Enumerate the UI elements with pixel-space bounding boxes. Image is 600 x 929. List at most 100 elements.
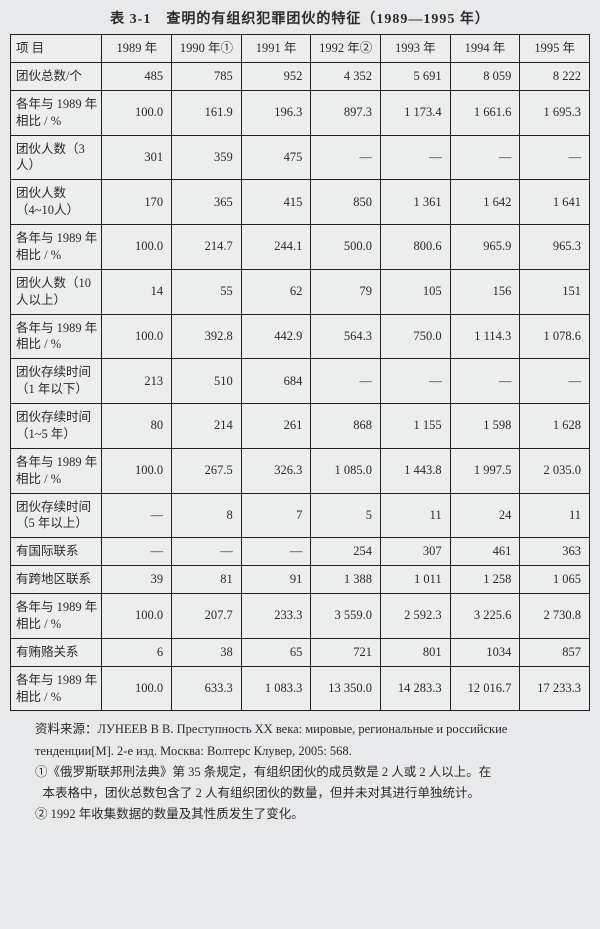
- cell-value: 2 035.0: [520, 448, 590, 493]
- cell-value: 1 695.3: [520, 90, 590, 135]
- cell-value: 214.7: [172, 225, 242, 270]
- cell-value: 213: [102, 359, 172, 404]
- cell-value: 8 059: [450, 62, 520, 90]
- cell-value: 39: [102, 566, 172, 594]
- cell-value: 1 628: [520, 404, 590, 449]
- row-label: 有贿赂关系: [11, 638, 102, 666]
- cell-value: 415: [241, 180, 311, 225]
- col-header-year: 1995 年: [520, 35, 590, 63]
- col-header-year: 1992 年②: [311, 35, 381, 63]
- row-label: 有国际联系: [11, 538, 102, 566]
- cell-value: 359: [172, 135, 242, 180]
- cell-value: 392.8: [172, 314, 242, 359]
- cell-value: 13 350.0: [311, 666, 381, 711]
- cell-value: —: [450, 359, 520, 404]
- col-header-year: 1989 年: [102, 35, 172, 63]
- cell-value: 965.3: [520, 225, 590, 270]
- footnote-1b: 本表格中，团伙总数包含了 2 人有组织团伙的数量，但并未对其进行单独统计。: [10, 783, 590, 804]
- footnote-1a: ①《俄罗斯联邦刑法典》第 35 条规定，有组织团伙的成员数是 2 人或 2 人以…: [10, 762, 590, 783]
- table-row: 各年与 1989 年相比 / %100.0207.7233.33 559.02 …: [11, 594, 590, 639]
- cell-value: 1 078.6: [520, 314, 590, 359]
- cell-value: 5: [311, 493, 381, 538]
- row-label: 团伙人数（10 人以上）: [11, 269, 102, 314]
- cell-value: 868: [311, 404, 381, 449]
- table-row: 各年与 1989 年相比 / %100.0633.31 083.313 350.…: [11, 666, 590, 711]
- source-line2: тенденции[M]. 2-е изд. Москва: Волтерс К…: [10, 741, 590, 762]
- row-label: 团伙存续时间（1~5 年）: [11, 404, 102, 449]
- table-row: 团伙人数（10 人以上）14556279105156151: [11, 269, 590, 314]
- cell-value: 8 222: [520, 62, 590, 90]
- cell-value: —: [311, 135, 381, 180]
- source-line1: 资料来源：ЛУНЕЕВ В В. Преступность XX века: м…: [10, 719, 590, 740]
- table-row: 各年与 1989 年相比 / %100.0161.9196.3897.31 17…: [11, 90, 590, 135]
- cell-value: 365: [172, 180, 242, 225]
- cell-value: 156: [450, 269, 520, 314]
- cell-value: 5 691: [381, 62, 451, 90]
- cell-value: 857: [520, 638, 590, 666]
- cell-value: —: [450, 135, 520, 180]
- cell-value: 170: [102, 180, 172, 225]
- table-row: 各年与 1989 年相比 / %100.0267.5326.31 085.01 …: [11, 448, 590, 493]
- cell-value: 1 598: [450, 404, 520, 449]
- cell-value: 100.0: [102, 225, 172, 270]
- row-label: 团伙人数（3人）: [11, 135, 102, 180]
- cell-value: 850: [311, 180, 381, 225]
- cell-value: 1 641: [520, 180, 590, 225]
- col-header-year: 1994 年: [450, 35, 520, 63]
- table-row: 有贿赂关系638657218011034857: [11, 638, 590, 666]
- cell-value: 1 661.6: [450, 90, 520, 135]
- cell-value: 721: [311, 638, 381, 666]
- row-label: 团伙存续时间（5 年以上）: [11, 493, 102, 538]
- cell-value: 244.1: [241, 225, 311, 270]
- cell-value: —: [172, 538, 242, 566]
- cell-value: 475: [241, 135, 311, 180]
- cell-value: 105: [381, 269, 451, 314]
- cell-value: 1 443.8: [381, 448, 451, 493]
- row-label: 各年与 1989 年相比 / %: [11, 594, 102, 639]
- cell-value: 1 065: [520, 566, 590, 594]
- cell-value: 261: [241, 404, 311, 449]
- cell-value: 11: [520, 493, 590, 538]
- cell-value: 1034: [450, 638, 520, 666]
- cell-value: 207.7: [172, 594, 242, 639]
- row-label: 各年与 1989 年相比 / %: [11, 666, 102, 711]
- table-caption: 表 3-1 查明的有组织犯罪团伙的特征（1989—1995 年）: [10, 8, 590, 28]
- cell-value: 363: [520, 538, 590, 566]
- table-row: 团伙人数（3人）301359475————: [11, 135, 590, 180]
- cell-value: 254: [311, 538, 381, 566]
- cell-value: 1 173.4: [381, 90, 451, 135]
- col-header-year: 1991 年: [241, 35, 311, 63]
- cell-value: 3 225.6: [450, 594, 520, 639]
- cell-value: 233.3: [241, 594, 311, 639]
- cell-value: 91: [241, 566, 311, 594]
- cell-value: 55: [172, 269, 242, 314]
- cell-value: 1 361: [381, 180, 451, 225]
- table-row: 团伙存续时间（5 年以上）—875112411: [11, 493, 590, 538]
- cell-value: 564.3: [311, 314, 381, 359]
- cell-value: 500.0: [311, 225, 381, 270]
- table-header-row: 项 目1989 年1990 年①1991 年1992 年②1993 年1994 …: [11, 35, 590, 63]
- cell-value: 307: [381, 538, 451, 566]
- row-label: 各年与 1989 年相比 / %: [11, 448, 102, 493]
- cell-value: 100.0: [102, 448, 172, 493]
- table-row: 团伙存续时间（1~5 年）802142618681 1551 5981 628: [11, 404, 590, 449]
- cell-value: 2 592.3: [381, 594, 451, 639]
- cell-value: 1 258: [450, 566, 520, 594]
- cell-value: 17 233.3: [520, 666, 590, 711]
- cell-value: —: [102, 493, 172, 538]
- cell-value: 161.9: [172, 90, 242, 135]
- data-table: 项 目1989 年1990 年①1991 年1992 年②1993 年1994 …: [10, 34, 590, 711]
- cell-value: 1 083.3: [241, 666, 311, 711]
- cell-value: 1 642: [450, 180, 520, 225]
- cell-value: —: [311, 359, 381, 404]
- table-row: 团伙存续时间（1 年以下）213510684————: [11, 359, 590, 404]
- footnote-2: ② 1992 年收集数据的数量及其性质发生了变化。: [10, 804, 590, 825]
- col-header-year: 1990 年①: [172, 35, 242, 63]
- cell-value: 4 352: [311, 62, 381, 90]
- notes-block: 资料来源：ЛУНЕЕВ В В. Преступность XX века: м…: [10, 719, 590, 825]
- cell-value: 8: [172, 493, 242, 538]
- cell-value: 633.3: [172, 666, 242, 711]
- table-row: 团伙总数/个4857859524 3525 6918 0598 222: [11, 62, 590, 90]
- cell-value: 952: [241, 62, 311, 90]
- cell-value: 24: [450, 493, 520, 538]
